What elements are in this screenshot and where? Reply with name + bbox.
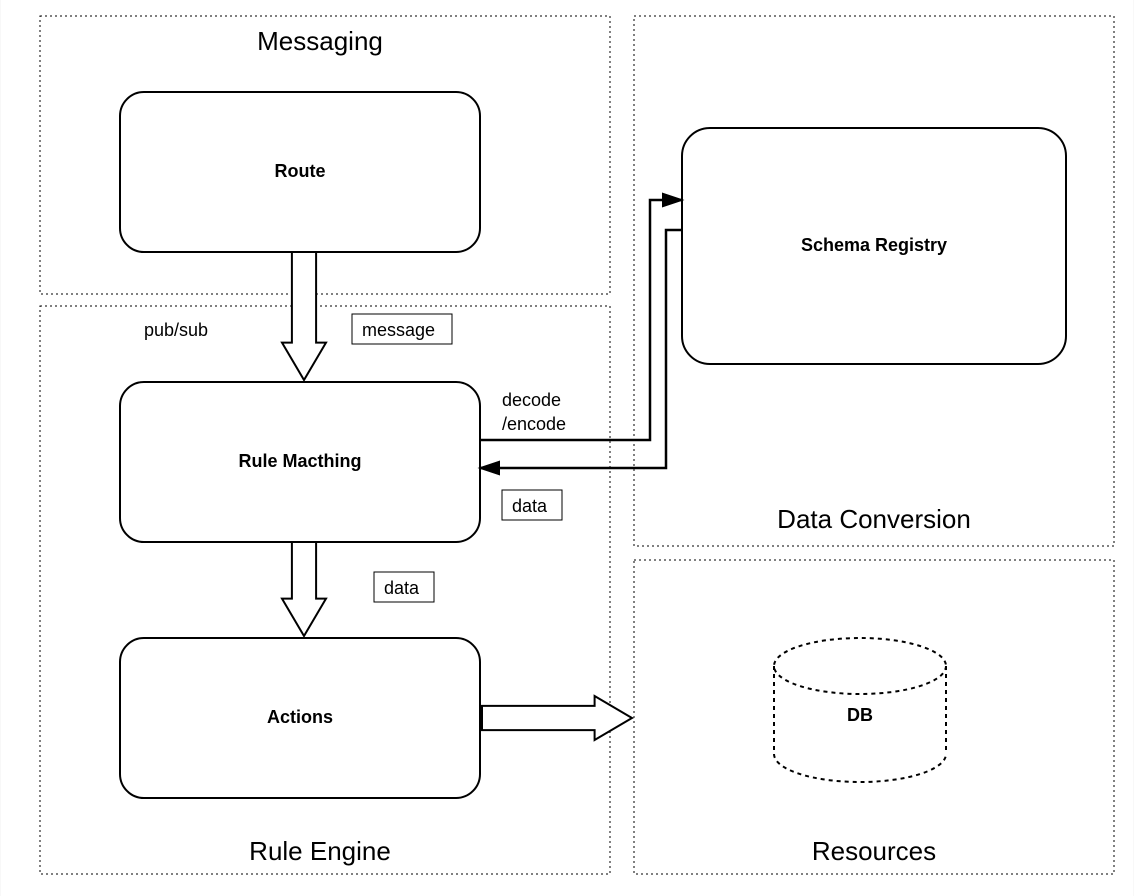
label-message: message — [362, 320, 435, 340]
group-resources-title: Resources — [812, 836, 936, 866]
arrow-rule-to-actions — [282, 542, 326, 636]
group-messaging-title: Messaging — [257, 26, 383, 56]
group-rule-engine-title: Rule Engine — [249, 836, 391, 866]
label-pubsub: pub/sub — [144, 320, 208, 340]
label-decode-line2: /encode — [502, 414, 566, 434]
node-rule-matching-label: Rule Macthing — [238, 451, 361, 471]
group-data-conversion-title: Data Conversion — [777, 504, 971, 534]
label-data2: data — [384, 578, 420, 598]
label-decode-line1: decode — [502, 390, 561, 410]
db-label: DB — [847, 705, 873, 725]
node-schema-registry-label: Schema Registry — [801, 235, 947, 255]
group-resources — [634, 560, 1114, 874]
arrow-route-to-rule — [282, 252, 326, 380]
node-actions-label: Actions — [267, 707, 333, 727]
label-data1: data — [512, 496, 548, 516]
node-route-label: Route — [275, 161, 326, 181]
architecture-diagram: Messaging Rule Engine Data Conversion Re… — [0, 0, 1134, 896]
